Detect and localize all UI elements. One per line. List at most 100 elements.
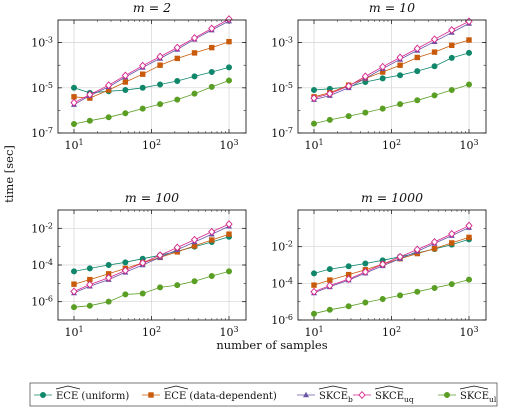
y-tick-label: 10-3 [271,36,293,50]
data-point [431,92,438,99]
data-point [139,61,147,70]
y-tick-label: 10-6 [31,295,53,309]
data-point [379,295,386,302]
series-line [73,18,230,104]
data-point [361,72,369,81]
data-point [208,83,215,90]
data-point [431,245,438,252]
y-tick-label: 10-7 [31,126,53,140]
data-point [157,81,164,88]
y-tick-label: 10-2 [271,240,293,254]
data-point [191,90,198,97]
y-tick-label: 10-4 [271,276,293,290]
series-line [73,41,230,99]
data-point [326,281,334,290]
x-tick-label: 103 [219,138,238,152]
data-point [70,98,78,107]
data-point [225,15,233,24]
data-point [71,281,77,287]
legend-label: SKCEul [460,391,497,404]
data-point [139,290,146,297]
panel-title: m = 1000 [361,190,423,205]
data-point [396,252,404,261]
data-point [122,110,129,117]
y-tick-label: 10-4 [31,258,53,272]
series-line [313,52,470,91]
x-tick-label: 101 [64,325,83,339]
panel-title: m = 2 [133,0,171,15]
data-point [71,94,77,100]
series-line [313,84,470,124]
x-tick-label: 103 [219,325,238,339]
data-point [397,72,404,79]
data-point [379,260,387,269]
data-point [448,86,455,93]
legend-marker [443,391,450,398]
data-point [345,82,353,90]
legend-label: SKCEb [319,391,353,404]
legend-hat [163,385,189,390]
chart-panel: m = 1000 101 102 103 10-6 10-4 10-2 [271,190,487,339]
data-point [173,43,181,52]
series-line [313,279,470,315]
x-tick-label: 102 [382,138,401,152]
data-point [448,54,455,61]
data-point [105,114,112,121]
x-tick-label: 102 [142,325,161,339]
data-point [310,310,317,317]
legend-entry: SKCEul [438,385,497,404]
data-point [310,287,318,296]
data-point [449,42,455,48]
data-point [208,227,216,236]
legend-marker [303,391,309,398]
data-point [156,251,164,260]
data-point [310,270,317,277]
data-point [465,17,473,26]
data-point [379,105,386,112]
data-point [191,50,198,56]
legend-hat [318,385,348,390]
data-point [326,306,333,313]
data-point [139,105,146,112]
data-point [431,284,438,291]
data-point [431,63,438,70]
data-point [71,304,78,311]
data-point [465,49,472,56]
series-line [313,39,470,98]
plot-frame [297,209,487,321]
panel-title: m = 10 [369,0,415,15]
data-point [345,303,352,310]
data-point [191,73,198,80]
series [71,77,233,128]
data-point [105,271,112,277]
data-point [466,37,472,43]
data-point [448,281,455,288]
data-point [174,96,181,103]
legend-marker [148,392,154,398]
legend-entry: SKCEb [297,385,353,404]
data-point [208,273,215,280]
data-point [311,282,317,288]
data-point [191,243,198,249]
data-point [156,52,164,61]
data-point [225,220,233,229]
data-point [465,81,472,88]
series-line [73,223,230,292]
data-point [430,35,439,44]
data-point [174,77,181,84]
data-point [379,75,386,82]
data-point [71,121,78,128]
x-tick-label: 101 [304,325,323,339]
series [310,17,473,103]
legend-marker [39,391,46,398]
series-line [313,227,470,294]
data-point [448,26,456,34]
data-point [122,291,129,298]
data-point [431,49,438,55]
plot-frame [57,19,247,134]
x-tick-label: 101 [304,138,323,152]
data-point [86,280,94,289]
data-point [191,278,198,285]
data-point [414,288,421,295]
plot-frame [297,19,487,134]
